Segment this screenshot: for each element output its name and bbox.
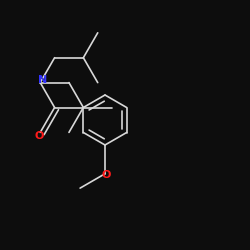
Text: N: N xyxy=(38,75,47,85)
Text: O: O xyxy=(102,170,111,180)
Text: O: O xyxy=(34,131,44,141)
